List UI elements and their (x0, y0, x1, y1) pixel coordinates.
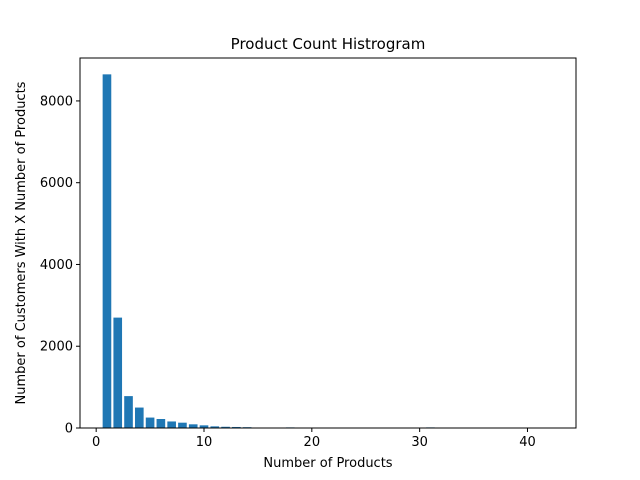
y-tick-label: 0 (65, 422, 73, 437)
bar-7 (167, 421, 176, 428)
bar-3 (124, 396, 133, 428)
bar-11 (210, 426, 220, 428)
x-tick-label: 20 (304, 435, 321, 450)
bar-6 (156, 419, 166, 428)
x-tick-label: 40 (519, 435, 536, 450)
bar-9 (188, 424, 198, 428)
bar-12 (221, 426, 230, 428)
bar-2 (113, 317, 123, 428)
bar-1 (102, 74, 112, 429)
bar-5 (145, 417, 155, 428)
x-axis-ticks: 0 10 20 30 40 (92, 428, 536, 450)
y-tick-label: 8000 (40, 94, 73, 109)
y-tick-label: 6000 (40, 176, 73, 191)
chart-title: Product Count Histrogram (231, 35, 426, 53)
x-axis-label: Number of Products (263, 456, 392, 471)
plot-frame (79, 57, 577, 429)
x-tick-label: 30 (411, 435, 428, 450)
bar-4 (134, 407, 144, 428)
y-axis-ticks: 0 2000 4000 6000 8000 (40, 94, 80, 437)
x-tick-label: 10 (196, 435, 213, 450)
y-tick-label: 4000 (40, 258, 73, 273)
bar-13 (232, 426, 241, 428)
y-tick-label: 2000 (40, 340, 73, 355)
y-axis-label: Number of Customers With X Number of Pro… (14, 81, 29, 404)
bar-8 (178, 422, 187, 428)
bar-10 (199, 425, 209, 428)
x-tick-label: 0 (92, 435, 100, 450)
